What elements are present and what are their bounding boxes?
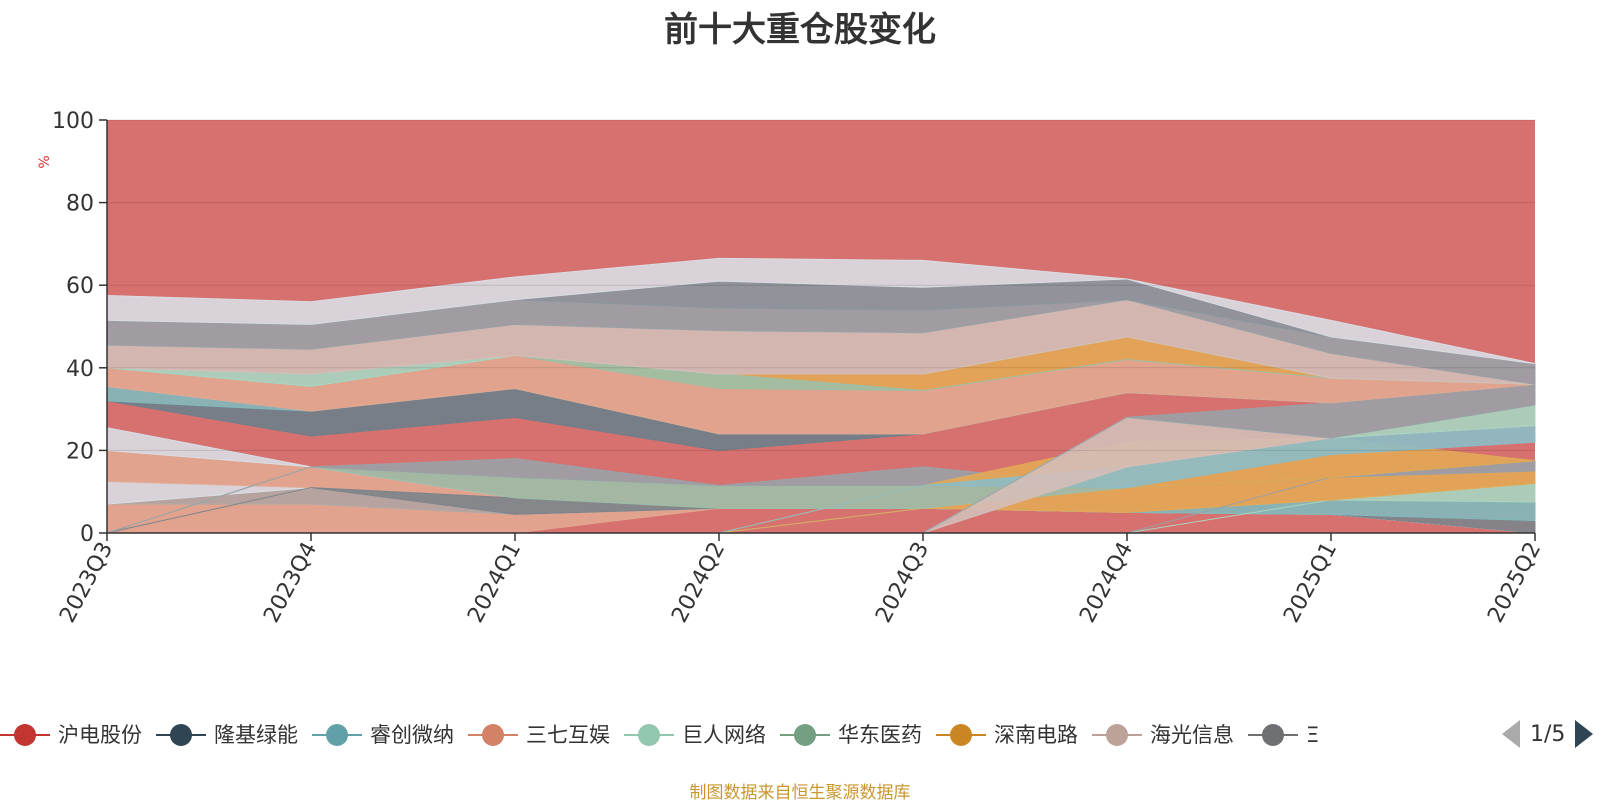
- legend-circle-icon: [312, 720, 362, 750]
- legend-page-indicator: 1/5: [1530, 721, 1566, 747]
- legend-item[interactable]: 隆基绿能: [156, 716, 298, 752]
- axes: [106, 120, 1535, 534]
- area-bands: [106, 257, 1536, 534]
- legend-item[interactable]: 沪电股份: [0, 716, 142, 752]
- legend-next-arrow-icon[interactable]: [1575, 720, 1594, 748]
- legend: 沪电股份 隆基绿能 睿创微纳 三七互娱 巨人网络 华东医药 深南电路 海光信息 Ξ: [0, 716, 1500, 752]
- x-tick-label: 2024Q2: [667, 538, 730, 627]
- x-tick-label: 2023Q4: [259, 538, 322, 627]
- legend-circle-icon: [1092, 720, 1142, 750]
- legend-label: 沪电股份: [58, 722, 142, 747]
- y-tick-labels: 0 20 40 60 80 100: [52, 109, 107, 547]
- legend-item[interactable]: 睿创微纳: [312, 716, 454, 752]
- x-tick-label: 2024Q4: [1075, 538, 1138, 627]
- legend-item[interactable]: Ξ: [1248, 716, 1319, 752]
- legend-item[interactable]: 三七互娱: [468, 716, 610, 752]
- area-band-26: [106, 257, 1536, 365]
- x-tick-labels: 2023Q3 2023Q4 2024Q1 2024Q2 2024Q3 2024Q4 2025…: [55, 533, 1546, 627]
- x-tick-label: 2025Q2: [1483, 538, 1546, 627]
- y-tick-label: 60: [66, 274, 94, 299]
- legend-label: 华东医药: [838, 722, 922, 747]
- legend-circle-icon: [624, 720, 674, 750]
- y-tick-label: 0: [80, 522, 94, 547]
- legend-circle-icon: [780, 720, 830, 750]
- legend-item[interactable]: 深南电路: [936, 716, 1078, 752]
- legend-item[interactable]: 华东医药: [780, 716, 922, 752]
- y-tick-label: 100: [52, 109, 94, 134]
- x-tick-label: 2025Q1: [1279, 538, 1342, 627]
- chart-title: 前十大重仓股变化: [664, 10, 936, 50]
- grid-lines: [107, 119, 1535, 451]
- legend-label: 巨人网络: [682, 722, 766, 747]
- legend-circle-icon: [1248, 720, 1298, 750]
- legend-label: 三七互娱: [526, 722, 610, 747]
- legend-prev-arrow-icon[interactable]: [1502, 720, 1520, 748]
- legend-circle-icon: [468, 720, 518, 750]
- legend-circle-icon: [156, 720, 206, 750]
- y-axis-label: %: [37, 155, 53, 168]
- legend-pager: 1/5: [1500, 716, 1600, 752]
- legend-item[interactable]: 巨人网络: [624, 716, 766, 752]
- y-tick-label: 40: [66, 357, 94, 382]
- x-tick-label: 2024Q1: [463, 538, 526, 627]
- source-footnote: 制图数据来自恒生聚源数据库: [689, 783, 911, 803]
- x-tick-label: 2023Q3: [55, 538, 118, 627]
- legend-label: Ξ: [1306, 722, 1320, 747]
- legend-label: 睿创微纳: [370, 722, 454, 747]
- legend-label: 深南电路: [994, 722, 1078, 747]
- legend-circle-icon: [936, 720, 986, 750]
- x-tick-label: 2024Q3: [871, 538, 934, 627]
- y-tick-label: 80: [66, 192, 94, 217]
- legend-label: 海光信息: [1150, 722, 1234, 747]
- legend-circle-icon: [0, 720, 50, 750]
- y-tick-label: 20: [66, 439, 94, 464]
- legend-label: 隆基绿能: [214, 722, 298, 747]
- legend-item[interactable]: 海光信息: [1092, 716, 1234, 752]
